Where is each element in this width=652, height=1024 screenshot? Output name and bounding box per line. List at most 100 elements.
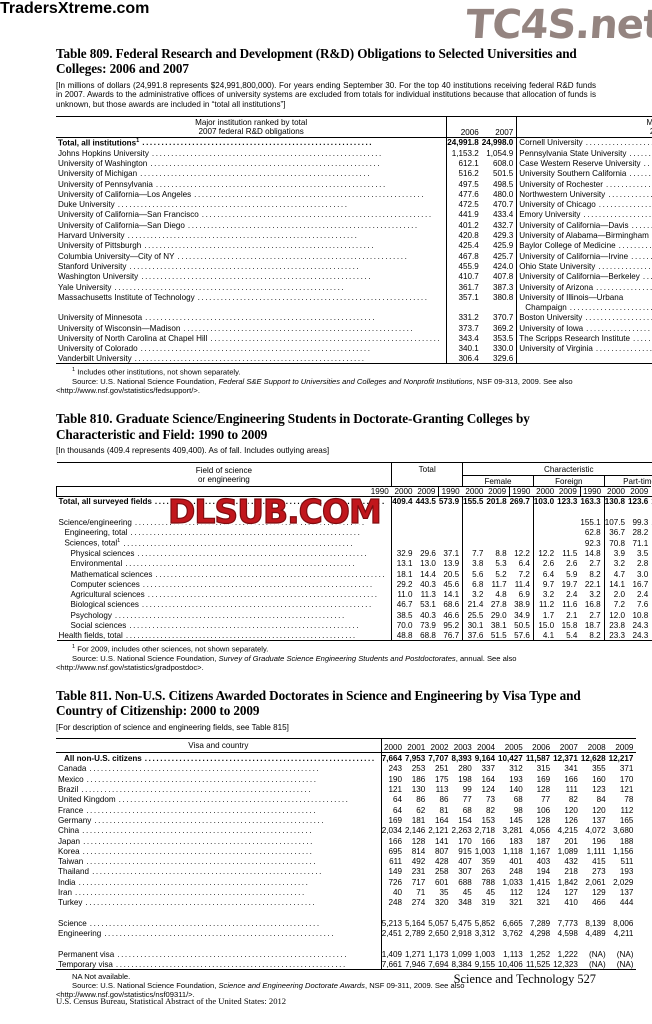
data-cell: 71.1	[632, 538, 649, 548]
data-cell: 492	[411, 857, 426, 867]
t810-year-header: 1990	[579, 485, 605, 497]
data-cell: 415	[592, 857, 606, 867]
row-label: University of Pennsylvania..............…	[58, 179, 387, 189]
t811-source-pre: Source: U.S. National Science Foundation…	[72, 980, 219, 990]
data-cell	[416, 537, 439, 547]
data-cell: 444	[619, 898, 634, 908]
data-cell: 5.4	[566, 630, 578, 640]
data-cell: 40.3	[420, 579, 436, 589]
data-cell: 3.9	[603, 547, 628, 558]
data-cell: 218	[564, 867, 578, 877]
cell-2007: 501.5	[493, 169, 514, 179]
row-label: Japan...................................…	[58, 836, 314, 846]
table-row: Johns Hopkins University................…	[56, 147, 652, 158]
data-cell: 68.8	[420, 630, 436, 640]
data-cell: 1,089	[557, 846, 578, 856]
data-cell: 8,384	[451, 959, 472, 969]
data-cell: 5,213	[380, 917, 405, 928]
table-row: University of Colorado..................…	[56, 343, 652, 354]
data-cell: 1,003	[474, 846, 496, 856]
data-cell: 8,139	[585, 918, 606, 928]
data-cell: 18.7	[584, 621, 601, 631]
data-cell: 4,598	[557, 929, 578, 939]
t810-year-header: 2000	[462, 485, 487, 497]
data-cell: 64	[380, 804, 405, 815]
data-cell	[462, 537, 487, 548]
cell-2006: 401.2	[446, 219, 482, 230]
data-cell: 28.2	[632, 528, 649, 538]
data-cell: 111	[565, 785, 578, 795]
row-label: University of Virginia..................…	[516, 343, 652, 354]
data-cell: 29.2	[391, 578, 416, 589]
data-cell	[510, 537, 534, 547]
row-label: Vanderbilt University...................…	[58, 354, 366, 364]
t810-year-header: 1990	[55, 485, 392, 497]
data-cell: 2,451	[380, 927, 405, 939]
data-cell: 130	[411, 785, 426, 795]
table-row: Yale University.........................…	[56, 281, 652, 292]
table-row: Health fields, total....................…	[56, 630, 652, 641]
data-cell: 106	[536, 805, 551, 815]
data-cell	[439, 537, 463, 547]
table-row: Total, all institutions1................…	[56, 137, 652, 148]
table-row: Korea...................................…	[56, 845, 636, 856]
data-cell: 37.1	[443, 548, 460, 558]
row-label: Boston University.......................…	[516, 312, 652, 323]
cell-2007: 433.4	[493, 210, 514, 220]
table-row: University of Pennsylvania..............…	[56, 178, 652, 189]
t811-source-italic: Science and Engineering Doctorate Awards	[218, 980, 365, 990]
t811-year-header: 2003	[453, 743, 472, 753]
cell-2007: 480.0	[493, 189, 514, 199]
data-cell: 359	[481, 857, 496, 867]
data-cell: 601	[435, 877, 449, 887]
data-cell: 12.0	[603, 609, 628, 620]
data-cell: 112	[620, 805, 634, 815]
row-label: Social sciences.........................…	[70, 621, 361, 631]
table-row: Japan...................................…	[56, 835, 636, 846]
data-cell: 50.5	[514, 621, 530, 631]
row-label: Canada..................................…	[58, 764, 321, 774]
data-cell: 169	[536, 774, 551, 784]
data-cell: 68.6	[443, 600, 460, 610]
row-label: University of North Carolina at Chapel H…	[58, 334, 442, 344]
data-cell: 86	[439, 795, 449, 805]
page-section-footer: Science and Technology 527	[453, 972, 596, 986]
cell-2006: 420.8	[446, 229, 482, 241]
data-cell: 1,118	[503, 846, 523, 856]
data-cell: 77	[462, 795, 472, 805]
data-cell: 32.9	[391, 547, 416, 558]
data-cell: 166	[481, 836, 496, 846]
row-label: Emory University........................…	[516, 209, 652, 220]
row-label: University of Michigan..................…	[58, 169, 372, 179]
data-cell: 814	[411, 846, 426, 856]
data-cell: 3.5	[636, 548, 649, 558]
t810-group-characteristic: Characteristic	[544, 464, 594, 474]
row-label: France..................................…	[58, 805, 318, 815]
data-cell: 12.2	[532, 547, 558, 558]
data-cell: 95.2	[443, 621, 460, 631]
row-label: University of Rochester.................…	[516, 178, 652, 189]
data-cell: 12,628	[580, 754, 606, 764]
data-cell: 201	[564, 836, 578, 846]
data-cell: 258	[435, 867, 449, 877]
data-cell: 123.3	[557, 497, 578, 507]
data-cell: 4,056	[529, 826, 551, 836]
table-row: Taiwan..................................…	[56, 855, 636, 867]
data-cell: 70.8	[603, 537, 628, 548]
data-cell: 7,946	[404, 959, 426, 969]
data-cell: 3.8	[462, 557, 487, 569]
t809-source-pre: Source: U.S. National Science Foundation…	[72, 376, 219, 386]
data-cell: 164	[481, 774, 496, 784]
t810-year-header: 2009	[486, 485, 510, 497]
data-cell: 165	[619, 815, 634, 825]
data-cell: 169	[380, 814, 405, 825]
t811-year-header: 2001	[407, 743, 426, 753]
cell-2006: 340.1	[446, 343, 482, 354]
data-cell: 409.4	[391, 496, 416, 507]
row-label: Baylor College of Medicine..............…	[516, 240, 652, 251]
data-cell: 73	[486, 795, 496, 805]
t810-year-header: 1990	[438, 485, 463, 497]
data-cell: 194	[536, 867, 551, 877]
table-row: France..................................…	[56, 804, 636, 815]
data-cell: 8.2	[589, 630, 601, 640]
